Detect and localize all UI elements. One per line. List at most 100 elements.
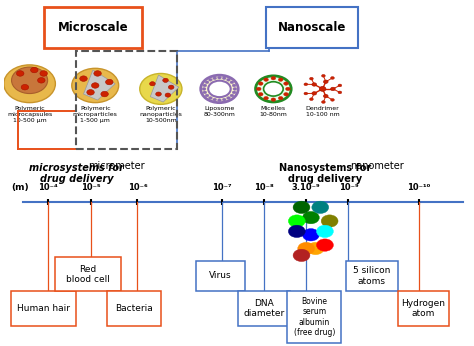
Circle shape (330, 99, 334, 101)
Circle shape (218, 99, 221, 101)
Text: 10⁻⁴: 10⁻⁴ (38, 183, 58, 192)
Text: Dendrimer
10-100 nm: Dendrimer 10-100 nm (306, 106, 339, 117)
Circle shape (222, 77, 226, 80)
FancyBboxPatch shape (196, 261, 245, 291)
FancyBboxPatch shape (11, 291, 76, 326)
Text: Polymeric
microparticles
1-500 μm: Polymeric microparticles 1-500 μm (73, 106, 118, 123)
Polygon shape (150, 75, 179, 102)
Circle shape (321, 215, 338, 227)
Circle shape (80, 76, 87, 81)
Circle shape (255, 76, 291, 102)
Circle shape (288, 225, 305, 237)
Circle shape (264, 78, 268, 81)
Circle shape (307, 242, 324, 255)
Circle shape (312, 201, 328, 213)
Circle shape (258, 82, 263, 85)
Text: Red
blood cell: Red blood cell (66, 265, 110, 284)
Circle shape (203, 84, 207, 87)
Text: Human hair: Human hair (17, 304, 70, 313)
Text: 10⁻⁷: 10⁻⁷ (212, 183, 232, 192)
Circle shape (258, 92, 263, 96)
FancyBboxPatch shape (266, 7, 358, 48)
Circle shape (271, 98, 276, 101)
Circle shape (278, 78, 283, 81)
Circle shape (286, 87, 290, 91)
Circle shape (264, 82, 283, 96)
Circle shape (312, 92, 317, 95)
Text: micrometer: micrometer (88, 161, 145, 171)
Circle shape (293, 201, 310, 213)
Circle shape (319, 86, 326, 91)
Circle shape (163, 78, 168, 82)
Circle shape (140, 73, 182, 104)
Text: Hydrogen
atom: Hydrogen atom (401, 299, 446, 318)
Circle shape (298, 242, 315, 255)
Circle shape (4, 65, 55, 103)
Circle shape (106, 79, 113, 85)
Circle shape (201, 75, 238, 103)
Circle shape (317, 239, 333, 251)
Circle shape (232, 91, 236, 94)
Circle shape (283, 92, 288, 96)
Text: Bovine
serum
albumin
(free drug): Bovine serum albumin (free drug) (294, 297, 335, 337)
Text: 10⁻⁶: 10⁻⁶ (128, 183, 147, 192)
Circle shape (321, 74, 325, 77)
Circle shape (338, 84, 342, 87)
Circle shape (293, 249, 310, 262)
Circle shape (317, 225, 333, 237)
Circle shape (330, 87, 335, 91)
FancyBboxPatch shape (398, 291, 449, 326)
Circle shape (94, 71, 101, 76)
Circle shape (321, 101, 325, 103)
Circle shape (230, 94, 234, 97)
Text: Virus: Virus (210, 272, 232, 281)
Circle shape (213, 98, 217, 101)
Text: 3.10⁻⁹: 3.10⁻⁹ (292, 183, 320, 192)
Circle shape (208, 81, 231, 97)
Circle shape (168, 85, 174, 89)
Text: Nanosystems for
drug delivery: Nanosystems for drug delivery (279, 163, 371, 184)
FancyBboxPatch shape (55, 257, 121, 291)
Text: Polymeric
microcapsules
10-500 μm: Polymeric microcapsules 10-500 μm (7, 106, 52, 123)
Circle shape (202, 88, 206, 90)
Circle shape (40, 71, 47, 76)
Text: 10⁻⁸: 10⁻⁸ (254, 183, 274, 192)
Circle shape (72, 68, 118, 103)
Circle shape (203, 91, 207, 94)
Circle shape (233, 88, 237, 90)
Circle shape (30, 67, 38, 73)
Circle shape (230, 81, 234, 84)
Circle shape (17, 71, 24, 76)
Text: nanometer: nanometer (350, 161, 403, 171)
Circle shape (310, 98, 313, 101)
Circle shape (218, 76, 221, 79)
Circle shape (232, 84, 236, 87)
Circle shape (205, 81, 209, 84)
Text: Micelles
10-80nm: Micelles 10-80nm (259, 106, 287, 117)
Circle shape (87, 90, 94, 95)
Circle shape (310, 77, 313, 80)
Text: (m): (m) (11, 183, 29, 192)
Circle shape (227, 97, 230, 99)
FancyBboxPatch shape (287, 291, 341, 343)
FancyBboxPatch shape (238, 291, 290, 326)
Circle shape (37, 78, 45, 83)
Text: 5 silicon
atoms: 5 silicon atoms (353, 266, 391, 286)
Circle shape (304, 83, 308, 86)
FancyBboxPatch shape (346, 261, 398, 291)
FancyBboxPatch shape (107, 291, 161, 326)
Circle shape (323, 94, 328, 98)
Circle shape (165, 93, 171, 97)
Circle shape (21, 84, 28, 90)
Circle shape (288, 215, 305, 227)
Circle shape (155, 92, 161, 96)
Circle shape (283, 82, 288, 85)
Circle shape (323, 80, 328, 83)
Circle shape (304, 92, 308, 95)
Text: Polymeric
nanoparticles
10-500nm: Polymeric nanoparticles 10-500nm (139, 106, 182, 123)
Text: Microscale: Microscale (57, 21, 128, 34)
Circle shape (205, 94, 209, 97)
Circle shape (312, 83, 317, 86)
Circle shape (150, 82, 155, 86)
Circle shape (330, 76, 334, 79)
